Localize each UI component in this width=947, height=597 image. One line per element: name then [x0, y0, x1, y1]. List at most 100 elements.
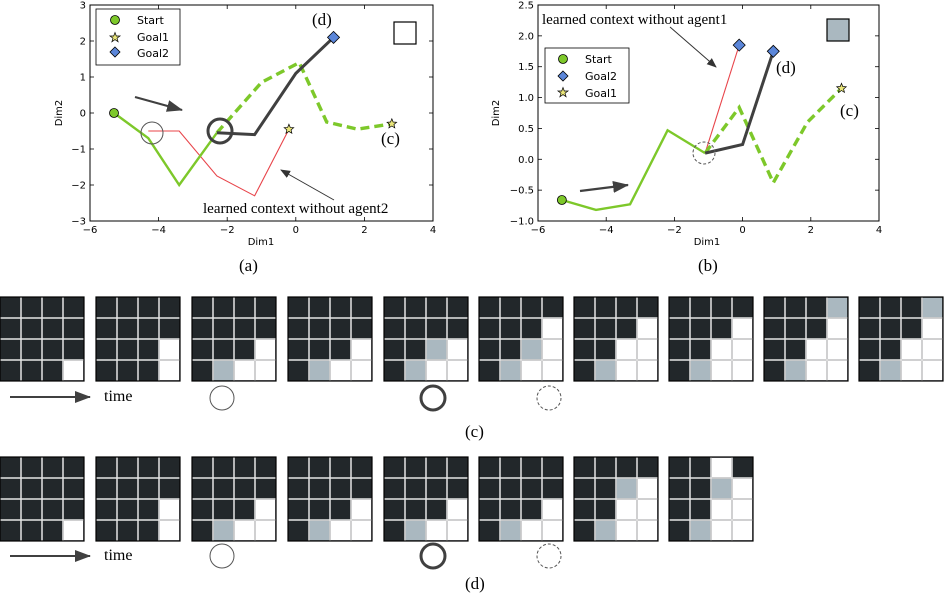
- grid-cell: [213, 318, 234, 339]
- panel-b-ticks: −6 −4 −2 0 2 4 −1.0 −0.5 0.0 0.5 1.0 1.5 2.0 2.5: [510, 1, 882, 237]
- grid-cell: [859, 318, 880, 339]
- grid-cell: [96, 297, 117, 318]
- grid-cell: [595, 520, 616, 541]
- grid-cell: [309, 457, 330, 478]
- grid-cell: [669, 360, 690, 381]
- panel-a-legend-start: Start: [137, 14, 165, 27]
- grid-cell: [500, 339, 521, 360]
- grid-cell: [922, 360, 943, 381]
- grid-cell: [542, 339, 563, 360]
- grid-cell: [711, 478, 732, 499]
- grid-cell: [138, 520, 159, 541]
- grid-cell: [405, 457, 426, 478]
- x-tick-label: −4: [151, 225, 166, 236]
- grid-cell: [288, 478, 309, 499]
- grid-cell: [732, 360, 753, 381]
- grid-cell: [0, 499, 21, 520]
- panel-b-legend-goal1: Goal1: [585, 87, 617, 100]
- grid-cell: [574, 520, 595, 541]
- grid-cell: [901, 360, 922, 381]
- grid-cell: [426, 457, 447, 478]
- grid-cell: [255, 297, 276, 318]
- panel-a-ylabel: Dim2: [54, 100, 65, 127]
- grid-cell: [595, 339, 616, 360]
- grid-cell: [732, 478, 753, 499]
- y-tick-label: −1: [71, 145, 86, 156]
- grid-cell: [63, 457, 84, 478]
- x-tick-label: 2: [808, 225, 814, 236]
- grid-cell: [42, 360, 63, 381]
- grid-cell: [159, 360, 180, 381]
- grid-border: [763, 296, 849, 382]
- grid-cell: [806, 297, 827, 318]
- grid-cell: [479, 478, 500, 499]
- grid-cell: [500, 297, 521, 318]
- grid-cell: [637, 499, 658, 520]
- legend-start-marker: [110, 15, 120, 25]
- grid-cell: [138, 339, 159, 360]
- grid-border: [668, 296, 754, 382]
- x-tick-label: 2: [361, 225, 367, 236]
- grid-cell: [117, 339, 138, 360]
- panel-b-label-d: (d): [776, 58, 796, 77]
- grid-cell: [859, 339, 880, 360]
- grid-border: [287, 456, 373, 542]
- x-tick-label: 4: [876, 225, 882, 236]
- grid-border: [383, 456, 469, 542]
- series-line-green-dashed: [215, 60, 393, 134]
- grid-cell: [479, 297, 500, 318]
- grid-cell: [616, 478, 637, 499]
- grid-cell: [574, 360, 595, 381]
- grid-cell: [384, 478, 405, 499]
- grid-cell: [542, 318, 563, 339]
- grid-cell: [785, 318, 806, 339]
- grid-cell: [616, 360, 637, 381]
- row-c-circle-dashed: [536, 385, 562, 411]
- y-tick-label: 1: [80, 73, 86, 84]
- grid-cell: [500, 360, 521, 381]
- grid-cell: [213, 520, 234, 541]
- grid-cell: [500, 499, 521, 520]
- x-tick-label: 0: [739, 225, 745, 236]
- grid-cell: [405, 520, 426, 541]
- grid-cell: [96, 318, 117, 339]
- grid-cell: [637, 478, 658, 499]
- grid-cell: [309, 297, 330, 318]
- grid-cell: [96, 478, 117, 499]
- grid-cell: [234, 360, 255, 381]
- grid-cell: [63, 499, 84, 520]
- y-tick-label: 0: [80, 109, 86, 120]
- grid-cell: [669, 457, 690, 478]
- grid-cell: [213, 297, 234, 318]
- grid-cell: [521, 297, 542, 318]
- grid-cell: [500, 318, 521, 339]
- grid-cell: [880, 318, 901, 339]
- row-d-circle-dashed: [536, 543, 562, 569]
- grid-cell: [255, 318, 276, 339]
- grid-cell: [384, 520, 405, 541]
- grid-border: [858, 296, 944, 382]
- grid-cell: [732, 457, 753, 478]
- panel-a-legend-goal2: Goal2: [137, 47, 169, 60]
- panel-a-label-c: (c): [381, 129, 400, 148]
- grid-cell: [827, 360, 848, 381]
- grid-cell: [500, 520, 521, 541]
- panel-b-ylabel: Dim2: [491, 100, 502, 127]
- grid-cell: [426, 297, 447, 318]
- legend-goal2-marker: [557, 70, 569, 82]
- grid-cell: [309, 520, 330, 541]
- grid-cell: [426, 520, 447, 541]
- grid-cell: [21, 499, 42, 520]
- grid-cell: [309, 318, 330, 339]
- grid-cell: [21, 297, 42, 318]
- grid-cell: [0, 360, 21, 381]
- grid-cell: [922, 339, 943, 360]
- panel-b-context-square: [826, 18, 850, 42]
- legend-goal1-marker: [108, 31, 122, 43]
- x-tick-label: −2: [220, 225, 235, 236]
- grid-cell: [213, 478, 234, 499]
- goal1-marker: [283, 123, 295, 135]
- grid-cell: [384, 318, 405, 339]
- grid-cell: [764, 297, 785, 318]
- grid-cell: [426, 318, 447, 339]
